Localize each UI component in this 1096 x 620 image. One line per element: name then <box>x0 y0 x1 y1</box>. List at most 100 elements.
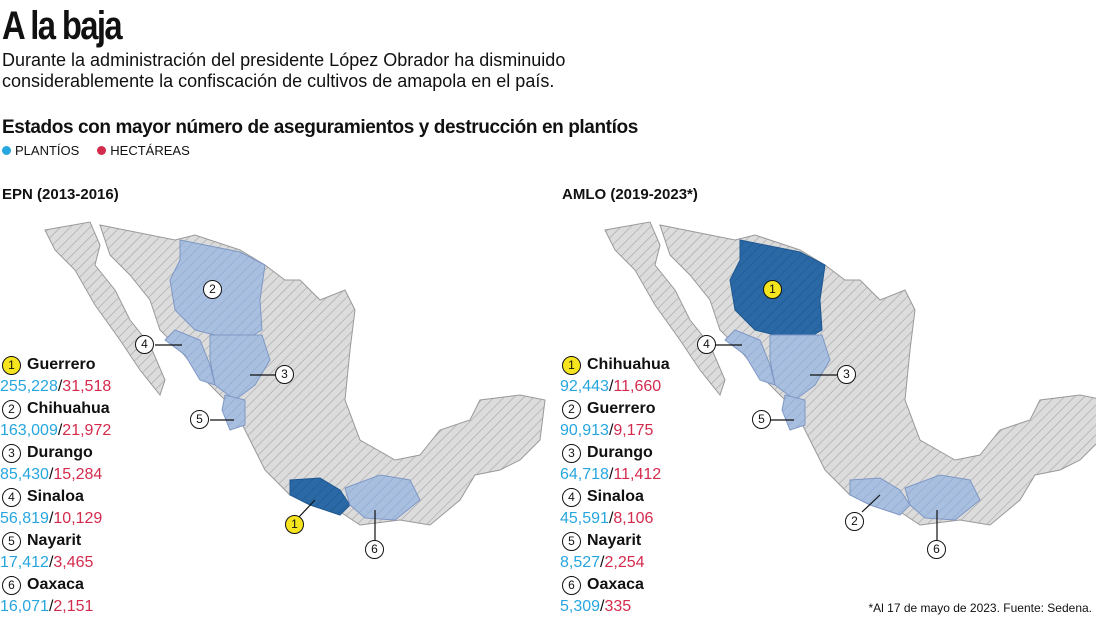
legend: PLANTÍOS HECTÁREAS <box>2 143 190 158</box>
callout-2: 2 <box>203 280 222 299</box>
callout-5: 5 <box>190 410 209 429</box>
plantios-value: 163,009 <box>0 422 58 439</box>
legend-hectareas: HECTÁREAS <box>97 143 190 158</box>
map-epn <box>44 221 546 540</box>
separator: / <box>48 466 54 483</box>
legend-label: PLANTÍOS <box>15 143 80 158</box>
ranking-item: 3 Durango 85,430/15,284 <box>0 442 111 486</box>
state-name: Oaxaca <box>587 576 644 593</box>
panel-title-epn: EPN (2013-2016) <box>2 186 119 203</box>
state-name: Guerrero <box>27 356 96 373</box>
ranking-item: 6 Oaxaca 5,309/335 <box>560 574 670 618</box>
state-durango <box>769 334 831 401</box>
state-name: Guerrero <box>587 400 656 417</box>
subtitle: Durante la administración del presidente… <box>2 50 566 91</box>
hectareas-value: 2,254 <box>604 554 645 571</box>
hectareas-value: 31,518 <box>62 378 112 395</box>
plantios-value: 56,819 <box>0 510 49 527</box>
blue-dot-icon <box>2 146 11 155</box>
hectareas-value: 21,972 <box>62 422 112 439</box>
ranking-item: 4 Sinaloa 45,591/8,106 <box>560 486 670 530</box>
separator: / <box>48 554 54 571</box>
state-values: 163,009/21,972 <box>0 420 111 442</box>
state-values: 45,591/8,106 <box>560 508 670 530</box>
rank-badge: 4 <box>562 488 581 507</box>
plantios-value: 16,071 <box>0 598 49 615</box>
plantios-value: 17,412 <box>0 554 49 571</box>
callout-3: 3 <box>837 365 856 384</box>
state-guerrero <box>849 477 911 516</box>
separator: / <box>600 598 605 615</box>
callout-4: 4 <box>135 335 154 354</box>
separator: / <box>608 466 614 483</box>
hectareas-value: 3,465 <box>53 554 94 571</box>
hectareas-value: 11,412 <box>613 466 662 483</box>
state-values: 5,309/335 <box>560 596 670 618</box>
page-title: A la baja <box>2 4 123 48</box>
hectareas-value: 2,151 <box>53 598 94 615</box>
callout-1: 1 <box>763 280 782 299</box>
separator: / <box>608 378 614 395</box>
callout-4: 4 <box>697 335 716 354</box>
ranking-item: 1 Guerrero 255,228/31,518 <box>0 354 111 398</box>
state-durango <box>209 334 271 401</box>
ranking-item: 3 Durango 64,718/11,412 <box>560 442 670 486</box>
hectareas-value: 10,129 <box>53 510 103 527</box>
rank-badge: 2 <box>562 400 581 419</box>
state-values: 17,412/3,465 <box>0 552 111 574</box>
state-name: Nayarit <box>27 532 82 549</box>
plantios-value: 92,443 <box>560 378 609 395</box>
plantios-value: 85,430 <box>0 466 49 483</box>
state-values: 16,071/2,151 <box>0 596 111 618</box>
separator: / <box>57 422 63 439</box>
state-values: 92,443/11,660 <box>560 376 670 398</box>
callout-3: 3 <box>275 365 294 384</box>
state-name: Chihuahua <box>27 400 110 417</box>
state-name: Oaxaca <box>27 576 84 593</box>
rank-badge: 1 <box>2 356 21 375</box>
chart-heading: Estados con mayor número de aseguramient… <box>2 117 638 138</box>
rank-badge: 6 <box>562 576 581 595</box>
state-values: 90,913/9,175 <box>560 420 670 442</box>
state-name: Sinaloa <box>27 488 84 505</box>
state-values: 56,819/10,129 <box>0 508 111 530</box>
state-name: Sinaloa <box>587 488 644 505</box>
ranking-item: 5 Nayarit 17,412/3,465 <box>0 530 111 574</box>
state-sinaloa <box>724 329 776 386</box>
state-sinaloa <box>164 329 216 386</box>
state-values: 255,228/31,518 <box>0 376 111 398</box>
state-name: Durango <box>587 444 653 461</box>
ranking-list-epn: 1 Guerrero 255,228/31,518 2 Chihuahua 163… <box>0 354 111 618</box>
plantios-value: 5,309 <box>560 598 601 615</box>
plantios-value: 8,527 <box>560 554 601 571</box>
footnote: *Al 17 de mayo de 2023. Fuente: Sedena. <box>868 601 1093 615</box>
ranking-item: 2 Guerrero 90,913/9,175 <box>560 398 670 442</box>
rank-badge: 6 <box>2 576 21 595</box>
callout-6: 6 <box>365 540 384 559</box>
plantios-value: 45,591 <box>560 510 609 527</box>
panel-title-amlo: AMLO (2019-2023*) <box>562 186 698 203</box>
separator: / <box>48 598 54 615</box>
rank-badge: 1 <box>562 356 581 375</box>
ranking-item: 2 Chihuahua 163,009/21,972 <box>0 398 111 442</box>
separator: / <box>608 422 614 439</box>
red-dot-icon <box>97 146 107 155</box>
callout-5: 5 <box>752 410 771 429</box>
separator: / <box>600 554 605 571</box>
callout-2: 2 <box>845 512 864 531</box>
callout-6: 6 <box>927 540 946 559</box>
state-nayarit <box>221 394 246 431</box>
state-name: Chihuahua <box>587 356 670 373</box>
rank-badge: 4 <box>2 488 21 507</box>
state-values: 85,430/15,284 <box>0 464 111 486</box>
state-name: Nayarit <box>587 532 642 549</box>
state-oaxaca <box>344 474 421 521</box>
state-values: 64,718/11,412 <box>560 464 670 486</box>
ranking-list-amlo: 1 Chihuahua 92,443/11,660 2 Guerrero 90,9… <box>560 354 670 618</box>
state-guerrero <box>289 477 351 516</box>
rank-badge: 3 <box>562 444 581 463</box>
separator: / <box>48 510 54 527</box>
legend-plantios: PLANTÍOS <box>2 143 79 158</box>
hectareas-value: 9,175 <box>613 422 654 439</box>
hectareas-value: 8,106 <box>613 510 654 527</box>
